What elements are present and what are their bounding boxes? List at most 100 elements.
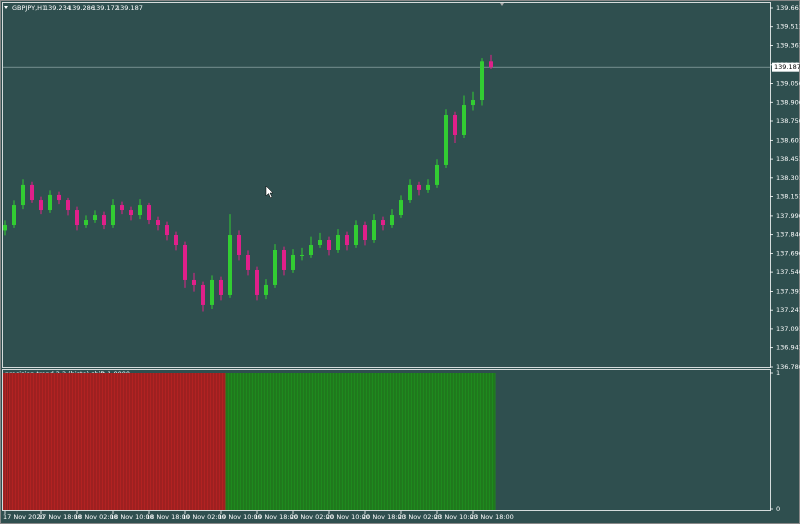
- candle-body: [84, 220, 88, 226]
- candle-body: [12, 205, 16, 226]
- candle-body: [66, 200, 70, 211]
- y-tick-label: 138.906: [776, 98, 800, 106]
- y-tick-label: 137.241: [776, 306, 800, 314]
- x-tick-label: 19 Nov 02:00: [182, 513, 226, 521]
- candle-body: [318, 240, 322, 246]
- y-tick-label: 139.361: [776, 41, 800, 49]
- candle-body: [363, 225, 367, 241]
- y-tick-label: 137.696: [776, 249, 800, 257]
- x-tick-label: 18 Nov 18:00: [146, 513, 190, 521]
- symbol: GBPJPY,H1: [12, 4, 46, 12]
- candle-body: [156, 220, 160, 226]
- candle-body: [21, 184, 25, 206]
- candle-body: [291, 254, 295, 270]
- y-tick-label: 139.661: [776, 4, 800, 12]
- candle-body: [273, 249, 277, 285]
- candle-body: [192, 279, 196, 285]
- y-tick-label: 137.996: [776, 212, 800, 220]
- x-tick-label: 23 Nov 18:00: [470, 513, 514, 521]
- y-tick-label: 137.091: [776, 325, 800, 333]
- candle-body: [120, 205, 124, 211]
- candle-body: [489, 61, 493, 68]
- y-tick-label: 139.511: [776, 23, 800, 31]
- y-tick-label: 137.391: [776, 287, 800, 295]
- candle-body: [93, 215, 97, 221]
- y-tick-label: 136.786: [776, 363, 800, 371]
- y-tick-label: 138.451: [776, 155, 800, 163]
- shift-marker: [500, 3, 504, 6]
- candle-body: [129, 210, 133, 216]
- candle-body: [111, 205, 115, 226]
- x-tick-label: 17 Nov 2020: [3, 513, 45, 521]
- candle-body: [183, 245, 187, 280]
- candle-body: [75, 210, 79, 226]
- indicator-y-tick-label: 0: [776, 505, 780, 513]
- candle-body: [336, 235, 340, 250]
- candle-body: [3, 225, 7, 231]
- y-tick-label: 138.151: [776, 193, 800, 201]
- candle-body: [480, 61, 484, 101]
- candle-body: [147, 205, 151, 221]
- header-value: 139.172: [92, 4, 119, 12]
- candle-body: [174, 235, 178, 246]
- candle-body: [462, 105, 466, 135]
- candle-body: [282, 249, 286, 270]
- candle-body: [444, 115, 448, 165]
- candle-body: [57, 194, 61, 201]
- candle-body: [201, 284, 205, 305]
- x-tick-label: 23 Nov 10:00: [434, 513, 478, 521]
- x-tick-label: 20 Nov 02:00: [290, 513, 334, 521]
- y-tick-label: 137.546: [776, 268, 800, 276]
- current-price-box: [772, 62, 799, 72]
- y-tick-label: 139.056: [776, 80, 800, 88]
- y-tick-label: 136.941: [776, 344, 800, 352]
- y-tick-label: 138.756: [776, 117, 800, 125]
- indicator-y-tick-label: 1: [776, 369, 780, 377]
- candle-body: [264, 284, 268, 295]
- main-pane: [2, 2, 771, 368]
- current-price-label: 139.187: [774, 63, 800, 71]
- candle-body: [30, 184, 34, 201]
- candle-body: [417, 184, 421, 190]
- candle-body: [426, 184, 430, 190]
- candle-body: [219, 279, 223, 295]
- x-tick-label: 19 Nov 18:00: [254, 513, 298, 521]
- y-tick-label: 137.846: [776, 231, 800, 239]
- x-tick-label: 20 Nov 10:00: [326, 513, 370, 521]
- candle-body: [390, 215, 394, 226]
- y-tick-label: 138.601: [776, 136, 800, 144]
- candle-body: [345, 235, 349, 246]
- x-tick-label: 20 Nov 18:00: [362, 513, 406, 521]
- candle-body: [165, 225, 169, 236]
- candle-body: [228, 235, 232, 295]
- header-value: 139.234: [44, 4, 71, 12]
- candle-body: [381, 220, 385, 226]
- candle-body: [471, 100, 475, 106]
- candle-body: [399, 200, 403, 216]
- candle-body: [354, 225, 358, 246]
- candle-body: [327, 240, 331, 250]
- x-tick-label: 18 Nov 10:00: [110, 513, 154, 521]
- header-value: 139.187: [116, 4, 143, 12]
- mouse-cursor: [265, 185, 274, 199]
- x-tick-label: 23 Nov 02:00: [398, 513, 442, 521]
- candle-body: [372, 220, 376, 241]
- header-value: 139.286: [68, 4, 95, 12]
- candle-body: [309, 245, 313, 255]
- candle-body: [210, 279, 214, 305]
- candle-body: [408, 184, 412, 201]
- candle-body: [435, 164, 439, 185]
- menu-arrow: [4, 6, 8, 9]
- indicator-pane: [2, 369, 771, 511]
- candle-body: [237, 235, 241, 255]
- candle-body: [453, 115, 457, 135]
- candle-body: [255, 269, 259, 295]
- candle-body: [246, 254, 250, 270]
- candle-body: [138, 205, 142, 216]
- x-tick-label: 17 Nov 18:00: [38, 513, 82, 521]
- candle-body: [48, 194, 52, 211]
- candle-body: [102, 215, 106, 226]
- x-tick-label: 19 Nov 10:00: [218, 513, 262, 521]
